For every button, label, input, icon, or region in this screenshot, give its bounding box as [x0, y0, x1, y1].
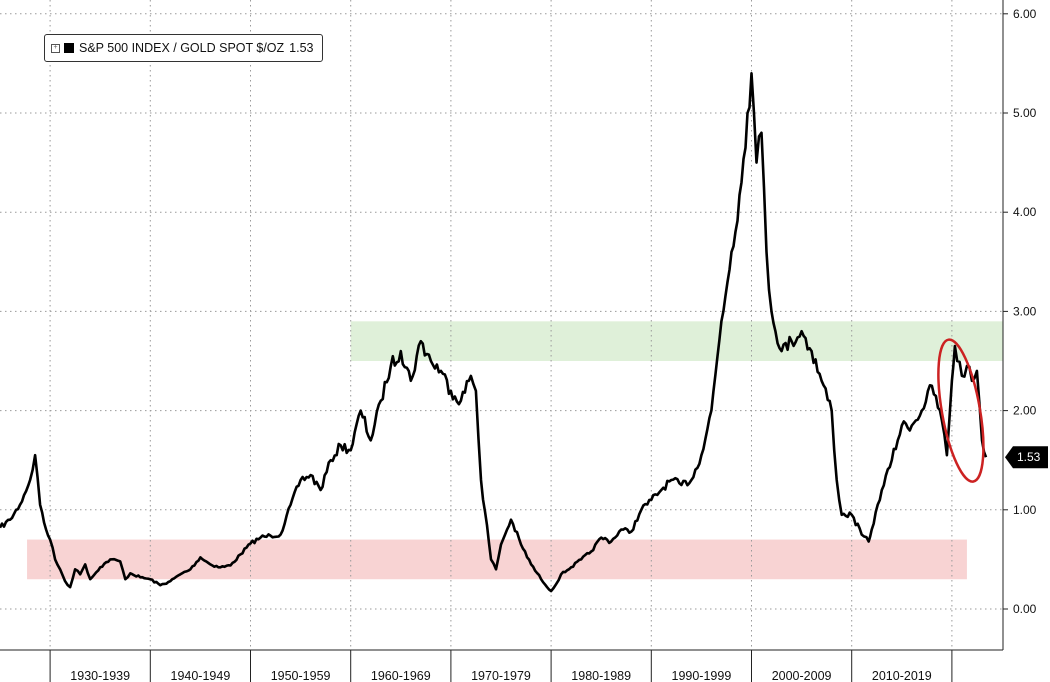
highlight-band-1	[350, 321, 1003, 361]
x-tick-label: 1930-1939	[70, 669, 130, 682]
last-value-badge	[1005, 446, 1048, 469]
y-tick-label: 5.00	[1013, 106, 1037, 120]
last-value-text: 1.53	[1017, 450, 1041, 464]
y-tick-label: 1.00	[1013, 503, 1037, 517]
annotation-layer	[937, 338, 985, 483]
x-tick-label: 1960-1969	[371, 669, 431, 682]
y-tick-label: 0.00	[1013, 602, 1037, 616]
y-tick-label: 2.00	[1013, 404, 1037, 418]
x-axis: 1930-1939 1940-1949 1950-1959 1960-1969 1970…	[0, 649, 1003, 682]
last-value-label: 1.53	[1005, 446, 1048, 469]
x-tick-label: 2010-2019	[872, 669, 932, 682]
series-line-0	[0, 72, 988, 593]
annotation-ellipse	[937, 338, 985, 483]
highlight-bands	[27, 321, 1003, 580]
x-tick-label: 1970-1979	[471, 669, 531, 682]
legend: + S&P 500 INDEX / GOLD SPOT $/OZ 1.53	[44, 34, 323, 62]
x-tick-label: 1980-1989	[571, 669, 631, 682]
grid-lines	[0, 0, 1003, 650]
legend-series-last-value: 1.53	[289, 41, 314, 55]
x-tick-label: 1940-1949	[171, 669, 231, 682]
y-tick-label: 3.00	[1013, 304, 1037, 318]
legend-series-name: S&P 500 INDEX / GOLD SPOT $/OZ	[79, 41, 285, 55]
legend-toggle-icon[interactable]: +	[51, 43, 60, 53]
x-tick-label: 1990-1999	[672, 669, 732, 682]
y-tick-label: 4.00	[1013, 205, 1037, 219]
x-tick-label: 2000-2009	[772, 669, 832, 682]
x-tick-label: 1950-1959	[271, 669, 331, 682]
y-axis: 6.00 5.00 4.00 3.00 2.00 1.00 0.00	[1002, 0, 1037, 650]
legend-swatch	[64, 43, 74, 53]
series-lines	[0, 72, 988, 593]
y-tick-label: 6.00	[1013, 7, 1037, 21]
